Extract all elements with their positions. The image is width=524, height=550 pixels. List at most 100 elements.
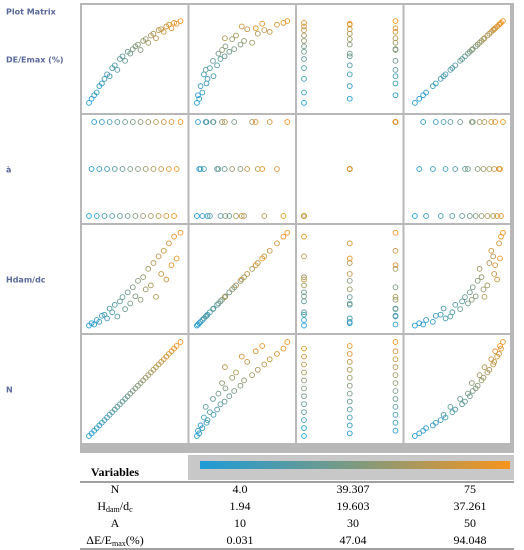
point bbox=[119, 53, 126, 60]
point bbox=[237, 278, 244, 284]
point bbox=[202, 313, 209, 320]
point bbox=[457, 306, 463, 312]
variable-label: Hdam/dc bbox=[97, 499, 133, 514]
point bbox=[171, 213, 177, 219]
point bbox=[196, 95, 203, 102]
point bbox=[346, 83, 353, 89]
point bbox=[168, 25, 175, 32]
point bbox=[301, 409, 307, 416]
point bbox=[166, 166, 172, 172]
point bbox=[137, 296, 144, 303]
point bbox=[111, 166, 118, 172]
point bbox=[252, 119, 259, 125]
point bbox=[194, 213, 200, 219]
point bbox=[476, 372, 483, 378]
point bbox=[274, 21, 280, 28]
point bbox=[168, 262, 175, 269]
point bbox=[462, 166, 468, 172]
point bbox=[392, 247, 399, 254]
point bbox=[392, 388, 399, 394]
point bbox=[392, 419, 399, 426]
point bbox=[472, 293, 479, 300]
point bbox=[233, 369, 239, 376]
point bbox=[109, 309, 116, 316]
point bbox=[173, 255, 180, 262]
point bbox=[488, 29, 495, 35]
point bbox=[99, 312, 105, 319]
point bbox=[284, 339, 291, 345]
point bbox=[447, 67, 454, 73]
point bbox=[222, 293, 228, 300]
point bbox=[412, 213, 418, 219]
point bbox=[498, 345, 504, 352]
point bbox=[241, 377, 247, 384]
point bbox=[488, 247, 495, 254]
point bbox=[106, 305, 113, 312]
point bbox=[481, 35, 488, 42]
point bbox=[432, 119, 439, 125]
point bbox=[392, 73, 399, 80]
point bbox=[111, 62, 118, 69]
label-part: max bbox=[112, 539, 126, 548]
point bbox=[447, 119, 454, 125]
point bbox=[449, 213, 456, 219]
point bbox=[244, 271, 251, 277]
point bbox=[99, 80, 105, 87]
point bbox=[117, 213, 123, 219]
panel bbox=[297, 225, 403, 333]
point bbox=[392, 396, 399, 402]
point bbox=[104, 166, 110, 172]
point bbox=[221, 398, 228, 405]
point bbox=[392, 411, 399, 418]
label-part: ΔE/E bbox=[86, 533, 112, 547]
point bbox=[484, 282, 491, 289]
point bbox=[88, 166, 95, 172]
point bbox=[462, 398, 468, 405]
point bbox=[119, 166, 126, 172]
point bbox=[392, 321, 399, 328]
point bbox=[494, 213, 500, 219]
point bbox=[202, 119, 209, 125]
panel bbox=[404, 5, 510, 113]
point bbox=[490, 253, 497, 260]
point bbox=[132, 293, 139, 300]
point bbox=[210, 57, 216, 64]
point bbox=[261, 27, 268, 33]
point bbox=[346, 255, 353, 262]
point bbox=[392, 47, 399, 53]
point bbox=[478, 213, 485, 219]
point bbox=[222, 364, 228, 371]
point bbox=[346, 366, 353, 373]
point bbox=[142, 36, 149, 42]
point bbox=[215, 300, 222, 307]
panel bbox=[189, 335, 295, 443]
panel bbox=[82, 115, 188, 223]
panel bbox=[404, 225, 510, 333]
point bbox=[392, 293, 399, 300]
label-part: N bbox=[111, 482, 120, 496]
point bbox=[412, 322, 418, 329]
point bbox=[392, 404, 399, 410]
panel bbox=[189, 115, 295, 223]
point bbox=[392, 356, 399, 363]
point bbox=[412, 100, 418, 106]
point bbox=[468, 47, 475, 53]
point bbox=[249, 39, 255, 46]
point bbox=[194, 100, 200, 106]
point bbox=[150, 166, 157, 172]
point bbox=[244, 26, 251, 33]
point bbox=[221, 166, 228, 172]
point bbox=[104, 315, 110, 322]
point bbox=[160, 119, 167, 125]
point bbox=[114, 119, 121, 125]
point bbox=[346, 240, 353, 247]
point bbox=[465, 166, 471, 172]
point bbox=[346, 422, 353, 429]
point bbox=[155, 253, 162, 260]
point bbox=[480, 166, 487, 172]
point bbox=[261, 213, 268, 219]
point bbox=[101, 76, 108, 82]
point bbox=[210, 306, 216, 312]
point bbox=[171, 20, 177, 26]
point bbox=[301, 23, 307, 30]
